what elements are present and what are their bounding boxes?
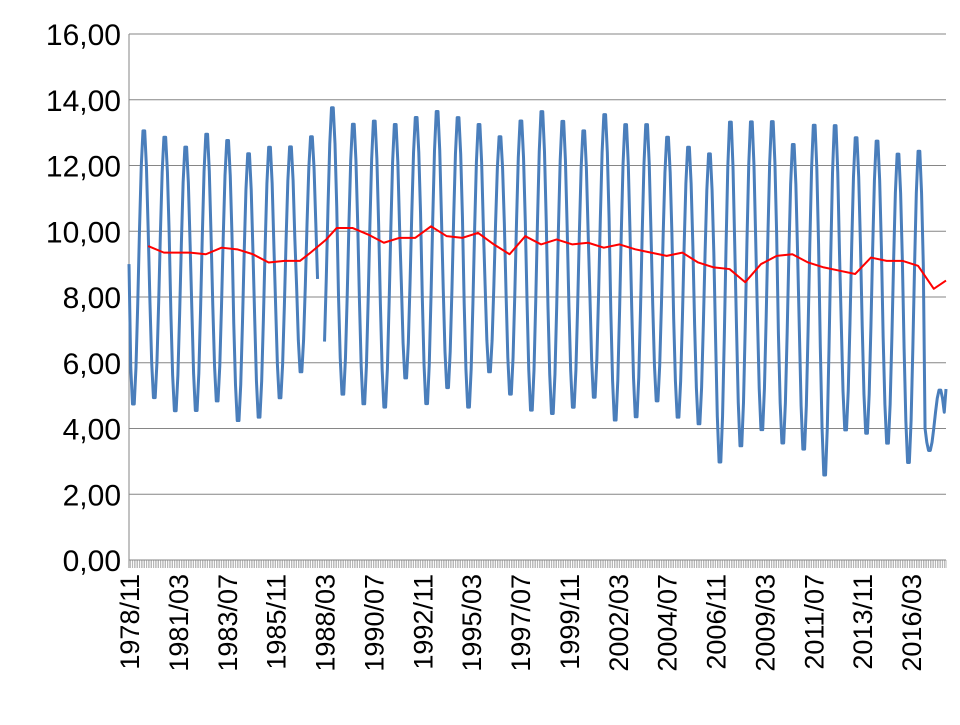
y-tick-label: 0,00	[63, 545, 121, 578]
series-lines	[127, 106, 948, 477]
x-tick-label: 1990/07	[359, 574, 389, 672]
y-tick-label: 10,00	[46, 216, 121, 249]
y-tick-label: 16,00	[46, 19, 121, 52]
x-tick-label: 1988/03	[311, 574, 341, 672]
y-axis-tick-labels: 0,00 2,00 4,00 6,00 8,00 10,00 12,00 14,00 16,00	[46, 19, 121, 578]
x-tick-label: 2011/07	[799, 574, 829, 670]
x-tick-label: 2002/03	[604, 574, 634, 672]
series-moving-average-line	[147, 225, 947, 290]
x-tick-label: 2004/07	[653, 574, 683, 672]
x-tick-label: 2013/11	[848, 574, 878, 670]
x-tick-label: 1981/03	[164, 574, 194, 672]
series-monthly-line	[323, 106, 948, 477]
y-tick-label: 12,00	[46, 151, 121, 184]
x-tick-label: 1999/11	[555, 574, 585, 670]
x-tick-label: 1992/11	[408, 574, 438, 670]
x-axis-tick-labels: 1978/11 1981/03 1983/07 1985/11 1988/03 1990/…	[115, 574, 927, 672]
x-tick-label: 2006/11	[702, 574, 732, 670]
x-tick-label: 1995/03	[457, 574, 487, 672]
axes	[128, 34, 947, 568]
y-tick-label: 8,00	[63, 282, 121, 315]
x-tick-label: 1997/07	[506, 574, 536, 672]
x-tick-label: 1985/11	[262, 574, 292, 670]
x-tick-label: 1978/11	[115, 574, 145, 670]
x-tick-label: 2016/03	[897, 574, 927, 672]
x-tick-label: 2009/03	[750, 574, 780, 672]
y-tick-label: 14,00	[46, 85, 121, 118]
x-tick-label: 1983/07	[213, 574, 243, 672]
y-tick-label: 4,00	[63, 414, 121, 447]
series-monthly-line	[127, 129, 320, 423]
y-tick-label: 2,00	[63, 479, 121, 512]
y-tick-label: 6,00	[63, 348, 121, 381]
